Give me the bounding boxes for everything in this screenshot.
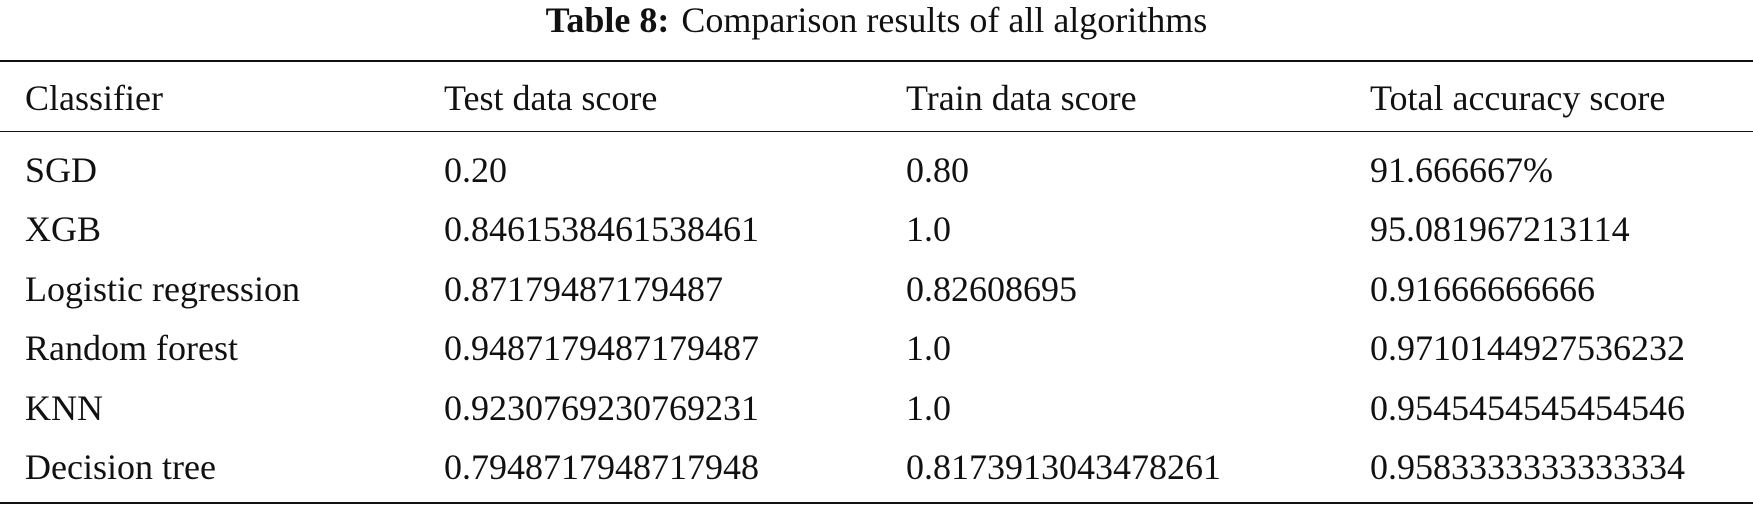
top-rule — [0, 60, 1753, 62]
table-cell: 95.081967213114 — [1370, 209, 1630, 250]
table-cell: 1.0 — [906, 387, 951, 428]
table-cell: Logistic regression — [25, 268, 300, 309]
table-caption: Table 8: Comparison results of all algori… — [0, 0, 1753, 40]
table-cell: 0.9487179487179487 — [444, 328, 759, 369]
header-cell: Train data score — [906, 78, 1137, 118]
table-cell: 0.9545454545454546 — [1370, 387, 1685, 428]
table-cell: Random forest — [25, 328, 238, 369]
header-cell: Total accuracy score — [1370, 78, 1666, 118]
table-cell: 91.666667% — [1370, 150, 1553, 190]
table-cell: 0.8173913043478261 — [906, 447, 1221, 487]
header-rule — [0, 131, 1753, 132]
table-cell: KNN — [25, 387, 103, 428]
bottom-rule — [0, 502, 1753, 504]
table-cell: Decision tree — [25, 447, 216, 487]
table-cell: 1.0 — [906, 328, 951, 369]
table-cell: 1.0 — [906, 209, 951, 250]
table-cell: 0.80 — [906, 150, 969, 190]
caption-text: Comparison results of all algorithms — [681, 0, 1208, 40]
header-cell: Test data score — [444, 78, 658, 118]
table-cell: XGB — [25, 209, 102, 250]
table-cell: 0.9710144927536232 — [1370, 328, 1685, 369]
table-cell: 0.87179487179487 — [444, 268, 723, 309]
table-cell: 0.7948717948717948 — [444, 447, 759, 487]
caption-label: Table 8: — [545, 0, 670, 40]
table-cell: 0.8461538461538461 — [444, 209, 759, 250]
table-cell: 0.9230769230769231 — [444, 387, 759, 428]
table-cell: 0.9583333333333334 — [1370, 447, 1685, 487]
table-cell: 0.20 — [444, 150, 507, 190]
table-cell: 0.91666666666 — [1370, 268, 1595, 309]
table-cell: SGD — [25, 150, 98, 190]
header-cell: Classifier — [25, 78, 163, 118]
table-cell: 0.82608695 — [906, 268, 1077, 309]
